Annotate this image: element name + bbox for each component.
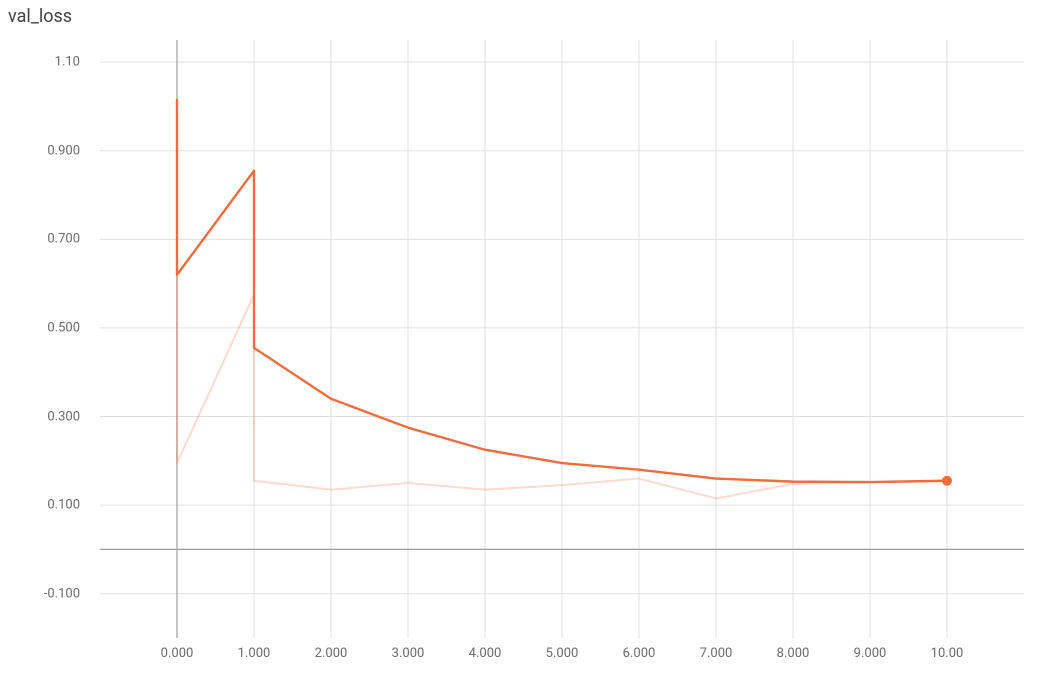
x-tick-label: 6.000 (623, 646, 656, 661)
x-tick-label: 7.000 (700, 646, 733, 661)
x-tick-label: 2.000 (315, 646, 348, 661)
chart-container: val_loss -0.100 0.100 0.300 0.500 0.700 0.900… (0, 0, 1046, 679)
chart-title: val_loss (8, 6, 72, 27)
x-tick-label: 10.00 (931, 646, 964, 661)
y-tick-label: -0.100 (20, 586, 80, 601)
y-tick-label: 0.900 (20, 143, 80, 158)
x-tick-label: 0.000 (161, 646, 194, 661)
x-tick-label: 8.000 (777, 646, 810, 661)
y-tick-label: 0.100 (20, 498, 80, 513)
x-tick-label: 9.000 (854, 646, 887, 661)
series-smoothed-end-marker (942, 476, 952, 486)
chart-svg (100, 40, 1024, 638)
y-tick-label: 0.500 (20, 320, 80, 335)
x-tick-label: 3.000 (392, 646, 425, 661)
x-tick-label: 1.000 (238, 646, 271, 661)
x-tick-label: 5.000 (546, 646, 579, 661)
y-tick-label: 1.10 (20, 55, 80, 70)
y-tick-label: 0.300 (20, 409, 80, 424)
y-tick-label: 0.700 (20, 232, 80, 247)
plot-area[interactable] (100, 40, 1024, 638)
x-tick-label: 4.000 (469, 646, 502, 661)
